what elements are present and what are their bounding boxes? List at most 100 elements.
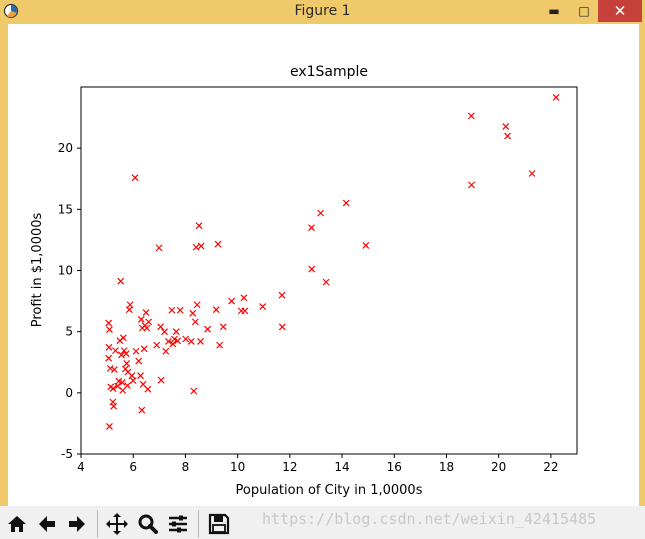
- data-point: [189, 309, 197, 317]
- data-point: [172, 328, 180, 336]
- data-point: [214, 240, 222, 248]
- data-point: [193, 301, 201, 309]
- data-point: [106, 326, 113, 334]
- data-point: [112, 347, 119, 355]
- toolbar-separator: [198, 510, 199, 538]
- close-button[interactable]: ✕: [598, 0, 642, 22]
- x-axis-label: Population of City in 1,0000s: [236, 483, 423, 498]
- x-tick-label: 22: [543, 460, 558, 474]
- zoom-button[interactable]: [135, 511, 161, 537]
- data-point: [106, 364, 114, 372]
- data-point: [502, 123, 510, 130]
- x-tick-label: 8: [182, 460, 190, 474]
- data-point: [308, 265, 316, 273]
- data-point: [176, 306, 184, 314]
- y-tick-label: 20: [58, 141, 73, 155]
- minimize-button[interactable]: ▬: [548, 4, 560, 18]
- y-tick-label: 10: [58, 264, 73, 278]
- data-point: [171, 335, 178, 343]
- data-point: [165, 338, 172, 345]
- home-icon: [8, 516, 26, 532]
- data-point: [161, 328, 168, 336]
- zoom-icon: [138, 514, 158, 534]
- data-point: [168, 306, 176, 314]
- data-point: [137, 372, 144, 380]
- data-point: [128, 372, 136, 380]
- y-axis-label: Profit in $1,0000s: [30, 212, 45, 327]
- data-point: [135, 357, 143, 365]
- pan-button[interactable]: [104, 511, 130, 537]
- data-point: [106, 423, 113, 430]
- window-title: Figure 1: [294, 3, 351, 19]
- data-point: [114, 382, 121, 390]
- data-point: [552, 93, 560, 101]
- title-bar[interactable]: Figure 1 ▬ □ ✕: [0, 0, 645, 24]
- data-point: [169, 340, 177, 348]
- data-point: [118, 379, 126, 386]
- data-point: [467, 112, 475, 120]
- scatter-plot: ex1Sample 4 6 8 10 12 14 16 18 20 22 -5 0 5 10 15 20 Po…: [30, 64, 578, 498]
- plot-area: [80, 86, 578, 455]
- data-point: [119, 334, 127, 342]
- data-point: [259, 303, 267, 311]
- x-tick-label: 14: [334, 460, 349, 474]
- data-point: [122, 350, 130, 358]
- data-point: [197, 338, 204, 345]
- data-point: [162, 347, 170, 355]
- data-point: [190, 387, 198, 395]
- pan-icon: [106, 513, 128, 535]
- back-button[interactable]: [34, 511, 60, 537]
- save-icon: [208, 513, 230, 535]
- data-point: [145, 318, 153, 326]
- data-point: [195, 222, 203, 230]
- x-tick-label: 6: [129, 460, 137, 474]
- data-point: [240, 294, 248, 302]
- toolbar-separator: [97, 510, 98, 538]
- data-point: [192, 243, 200, 251]
- data-point: [342, 199, 350, 207]
- figure-canvas[interactable]: ex1Sample 4 6 8 10 12 14 16 18 20 22 -5 0 5 10 15 20 Po…: [8, 24, 639, 506]
- data-point: [468, 181, 475, 189]
- data-point: [278, 323, 286, 331]
- data-point: [105, 319, 113, 327]
- data-point: [142, 309, 150, 317]
- data-point: [110, 366, 118, 374]
- data-point: [105, 343, 113, 351]
- data-point: [204, 325, 212, 333]
- data-point: [157, 376, 165, 384]
- data-point: [123, 360, 131, 367]
- data-point: [241, 307, 249, 315]
- navigation-toolbar: https://blog.csdn.net/weixin_42415485: [0, 506, 645, 539]
- x-tick-label: 4: [77, 460, 85, 474]
- watermark-text: https://blog.csdn.net/weixin_42415485: [262, 510, 597, 528]
- data-point: [132, 347, 140, 355]
- data-point: [191, 318, 199, 326]
- y-tick-label: -5: [61, 447, 73, 461]
- data-point: [308, 224, 315, 232]
- data-point: [120, 347, 128, 355]
- y-tick-label: 15: [58, 202, 73, 216]
- y-tick-label: 0: [65, 386, 73, 400]
- data-point: [197, 242, 205, 250]
- data-point: [216, 341, 224, 349]
- data-point: [144, 385, 152, 393]
- save-button[interactable]: [206, 511, 232, 537]
- forward-icon: [69, 516, 85, 532]
- subplots-button[interactable]: [165, 511, 191, 537]
- maximize-button[interactable]: □: [578, 4, 590, 18]
- x-tick-label: 10: [230, 460, 245, 474]
- x-tick-label: 20: [491, 460, 506, 474]
- back-icon: [39, 516, 55, 532]
- forward-button[interactable]: [64, 511, 90, 537]
- chart-title: ex1Sample: [290, 64, 368, 80]
- data-point: [110, 402, 118, 410]
- data-point: [228, 297, 236, 305]
- data-point: [155, 244, 163, 252]
- data-point: [174, 337, 182, 345]
- data-point: [153, 341, 161, 349]
- data-point: [528, 170, 536, 177]
- data-point: [109, 385, 117, 392]
- home-button[interactable]: [4, 511, 30, 537]
- data-point: [140, 345, 148, 353]
